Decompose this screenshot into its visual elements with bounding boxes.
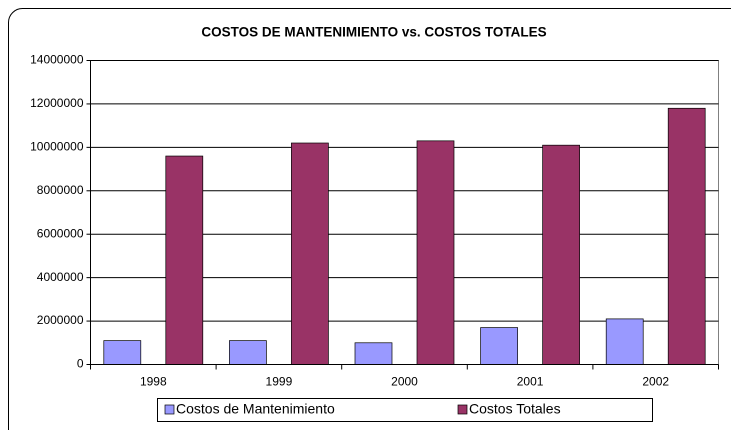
y-tick-label: 2000000 bbox=[37, 313, 84, 327]
x-tick-label: 1999 bbox=[266, 375, 293, 389]
y-tick-label: 10000000 bbox=[30, 140, 84, 154]
y-tick-label: 14000000 bbox=[30, 53, 84, 67]
x-tick-label: 1998 bbox=[140, 375, 167, 389]
legend-label: Costos de Mantenimiento bbox=[176, 401, 335, 417]
bar bbox=[104, 341, 141, 365]
legend-label: Costos Totales bbox=[469, 401, 561, 417]
chart-title: COSTOS DE MANTENIMIENTO vs. COSTOS TOTAL… bbox=[201, 25, 546, 40]
y-tick-label: 0 bbox=[77, 357, 84, 371]
legend-swatch bbox=[458, 405, 467, 414]
bar bbox=[229, 341, 266, 365]
x-tick-label: 2000 bbox=[391, 375, 418, 389]
bar bbox=[291, 143, 328, 364]
bar bbox=[417, 141, 454, 365]
bar bbox=[481, 328, 518, 365]
bar bbox=[606, 319, 643, 365]
x-tick-label: 2002 bbox=[642, 375, 669, 389]
bar bbox=[668, 108, 705, 364]
bar bbox=[166, 156, 203, 364]
bar bbox=[543, 145, 580, 364]
y-tick-label: 4000000 bbox=[37, 270, 84, 284]
y-tick-label: 12000000 bbox=[30, 96, 84, 110]
y-tick-label: 6000000 bbox=[37, 226, 84, 240]
bar bbox=[355, 343, 392, 365]
x-tick-label: 2001 bbox=[517, 375, 544, 389]
legend-swatch bbox=[165, 405, 174, 414]
y-tick-label: 8000000 bbox=[37, 183, 84, 197]
